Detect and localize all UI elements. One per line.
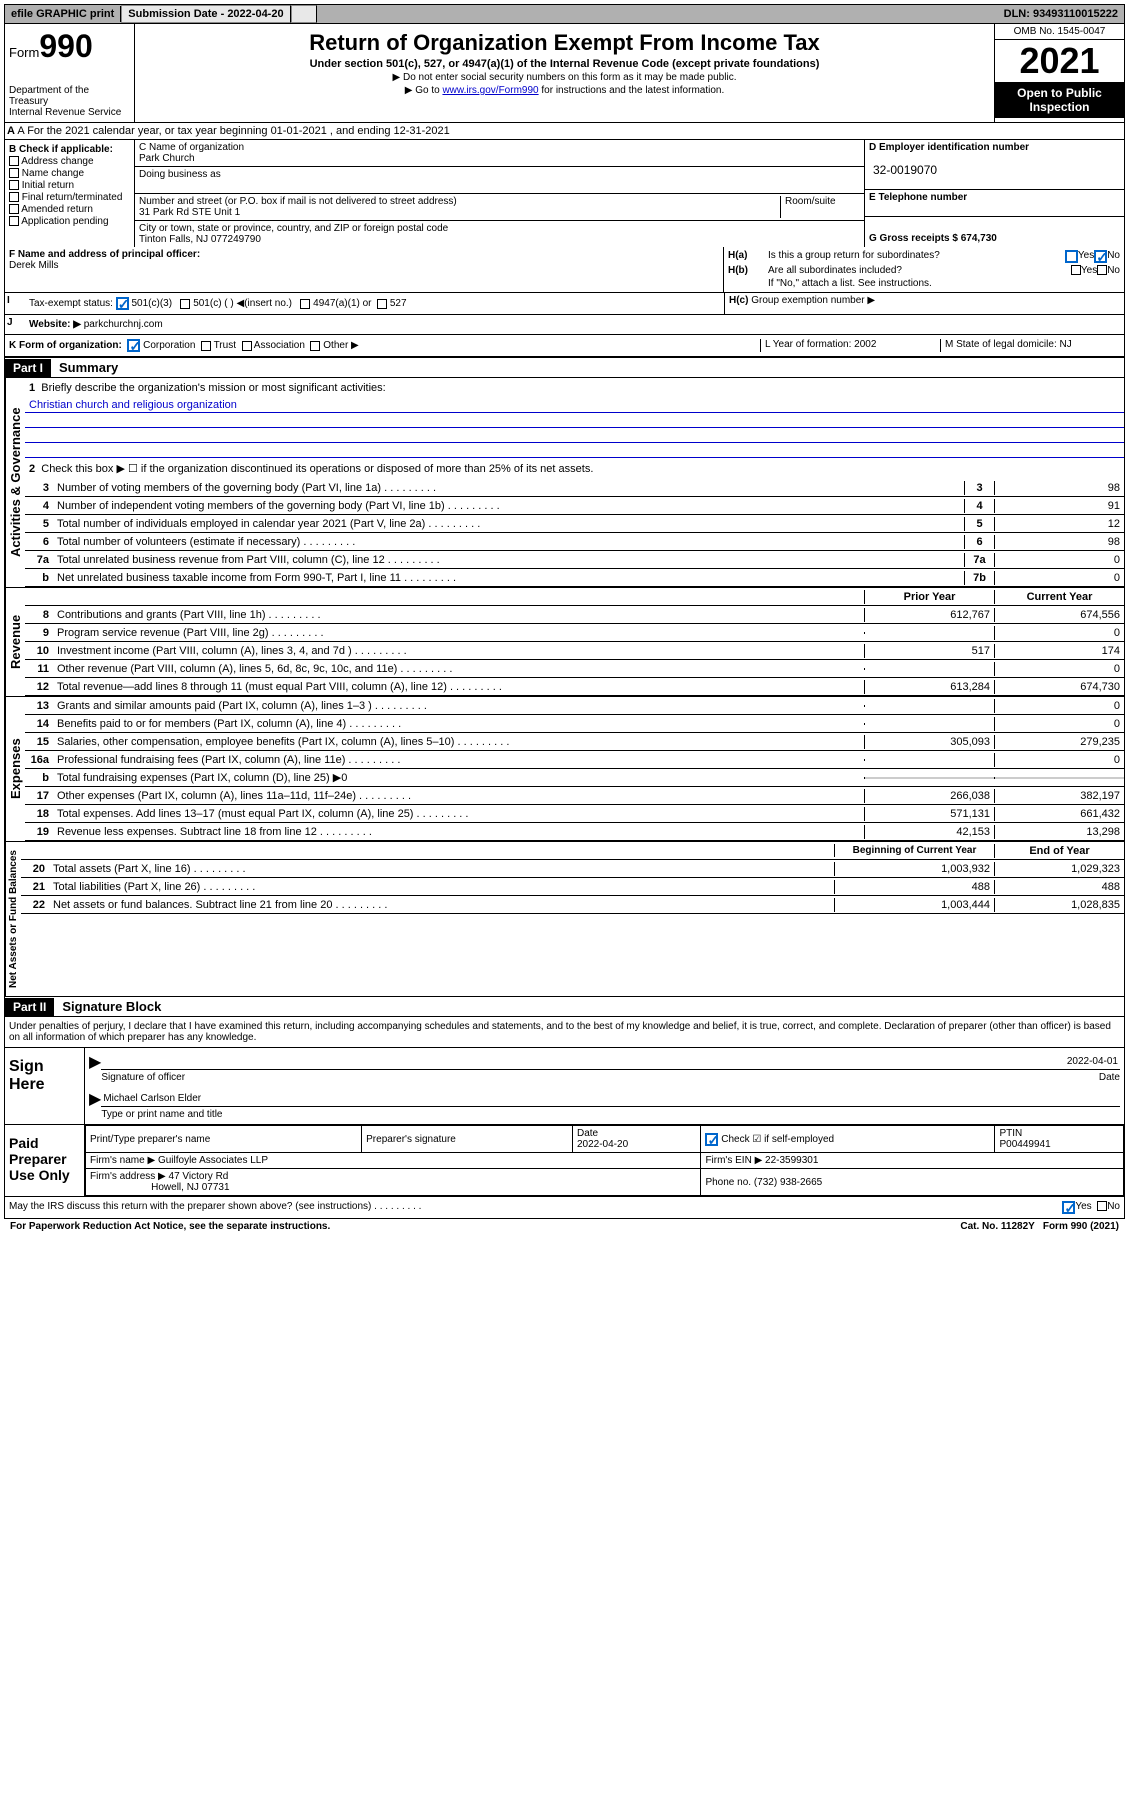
officer-name: Derek Mills — [9, 260, 58, 271]
line-21: 21Total liabilities (Part X, line 26)488… — [21, 878, 1124, 896]
subtitle: Under section 501(c), 527, or 4947(a)(1)… — [141, 58, 988, 70]
col-c: C Name of organization Park Church Doing… — [135, 140, 864, 247]
chk-527[interactable] — [377, 299, 387, 309]
row-i: I Tax-exempt status: 501(c)(3) 501(c) ( … — [4, 293, 1125, 315]
org-name-cell: C Name of organization Park Church — [135, 140, 864, 167]
col-d: D Employer identification number 32-0019… — [864, 140, 1124, 247]
line-7a: 7aTotal unrelated business revenue from … — [25, 551, 1124, 569]
form-id-box: Form990 Department of the Treasury Inter… — [5, 24, 135, 122]
line-22: 22Net assets or fund balances. Subtract … — [21, 896, 1124, 914]
line-10: 10Investment income (Part VIII, column (… — [25, 642, 1124, 660]
line-9: 9Program service revenue (Part VIII, lin… — [25, 624, 1124, 642]
row-fh: F Name and address of principal officer:… — [4, 247, 1125, 293]
year-formation: L Year of formation: 2002 — [760, 339, 940, 352]
chk-assoc[interactable] — [242, 341, 252, 351]
hc-row: H(c) Group exemption number ▶ — [724, 293, 1124, 314]
chk-amended[interactable]: Amended return — [9, 204, 130, 215]
part1-gov: Activities & Governance 1 Briefly descri… — [4, 378, 1125, 588]
tax-year: 2021 — [995, 40, 1124, 82]
col-b: B Check if applicable: Address change Na… — [5, 140, 135, 247]
addr-cell: Number and street (or P.O. box if mail i… — [135, 194, 864, 221]
line-b: bTotal fundraising expenses (Part IX, co… — [25, 769, 1124, 787]
header: Form990 Department of the Treasury Inter… — [4, 24, 1125, 123]
top-bar: efile GRAPHIC print Submission Date - 20… — [4, 4, 1125, 24]
line-15: 15Salaries, other compensation, employee… — [25, 733, 1124, 751]
chk-pending[interactable]: Application pending — [9, 216, 130, 227]
title-box: Return of Organization Exempt From Incom… — [135, 24, 994, 122]
ein-cell: D Employer identification number 32-0019… — [865, 140, 1124, 190]
blank-button[interactable] — [291, 5, 317, 23]
chk-initial[interactable]: Initial return — [9, 180, 130, 191]
irs-link[interactable]: www.irs.gov/Form990 — [442, 85, 538, 96]
part2-header: Part IISignature Block — [4, 997, 1125, 1017]
form-990-page: efile GRAPHIC print Submission Date - 20… — [0, 0, 1129, 1238]
dept-label: Department of the Treasury Internal Reve… — [9, 85, 130, 118]
year-box: OMB No. 1545-0047 2021 Open to Public In… — [994, 24, 1124, 122]
h-section: H(a)Is this a group return for subordina… — [724, 247, 1124, 292]
part1-exp: Expenses 13Grants and similar amounts pa… — [4, 697, 1125, 842]
part1-net: Net Assets or Fund Balances Beginning of… — [4, 842, 1125, 997]
omb-label: OMB No. 1545-0047 — [995, 24, 1124, 40]
line-4: 4Number of independent voting members of… — [25, 497, 1124, 515]
line-18: 18Total expenses. Add lines 13–17 (must … — [25, 805, 1124, 823]
line-12: 12Total revenue—add lines 8 through 11 (… — [25, 678, 1124, 696]
row-a: A A For the 2021 calendar year, or tax y… — [4, 123, 1125, 140]
chk-addr-change[interactable]: Address change — [9, 156, 130, 167]
main-title: Return of Organization Exempt From Incom… — [141, 30, 988, 56]
line-13: 13Grants and similar amounts paid (Part … — [25, 697, 1124, 715]
chk-other[interactable] — [310, 341, 320, 351]
note-2: ▶ Go to www.irs.gov/Form990 for instruct… — [141, 85, 988, 96]
org-name: Park Church — [139, 153, 860, 164]
line-16a: 16aProfessional fundraising fees (Part I… — [25, 751, 1124, 769]
part1-header: Part ISummary — [4, 357, 1125, 378]
domicile: M State of legal domicile: NJ — [940, 339, 1120, 352]
website: parkchurchnj.com — [84, 319, 163, 330]
mission: Christian church and religious organizat… — [25, 398, 1124, 413]
dba-cell: Doing business as — [135, 167, 864, 194]
line-6: 6Total number of volunteers (estimate if… — [25, 533, 1124, 551]
chk-501c3[interactable] — [116, 297, 129, 310]
line-14: 14Benefits paid to or for members (Part … — [25, 715, 1124, 733]
chk-trust[interactable] — [201, 341, 211, 351]
note-1: ▶ Do not enter social security numbers o… — [141, 72, 988, 83]
receipts-cell: G Gross receipts $ 674,730 — [865, 217, 1124, 246]
submission-date-button[interactable]: Submission Date - 2022-04-20 — [121, 5, 290, 23]
penalty-text: Under penalties of perjury, I declare th… — [5, 1017, 1124, 1047]
line-3: 3Number of voting members of the governi… — [25, 479, 1124, 497]
city-cell: City or town, state or province, country… — [135, 221, 864, 247]
line-5: 5Total number of individuals employed in… — [25, 515, 1124, 533]
chk-final[interactable]: Final return/terminated — [9, 192, 130, 203]
chk-corp[interactable] — [127, 339, 140, 352]
chk-name-change[interactable]: Name change — [9, 168, 130, 179]
chk-4947[interactable] — [300, 299, 310, 309]
phone-cell: E Telephone number — [865, 190, 1124, 217]
line-17: 17Other expenses (Part IX, column (A), l… — [25, 787, 1124, 805]
line-b: bNet unrelated business taxable income f… — [25, 569, 1124, 587]
efile-label: efile GRAPHIC print — [5, 6, 121, 22]
line-8: 8Contributions and grants (Part VIII, li… — [25, 606, 1124, 624]
line-11: 11Other revenue (Part VIII, column (A), … — [25, 660, 1124, 678]
street-addr: 31 Park Rd STE Unit 1 — [139, 207, 780, 218]
may-irs-row: May the IRS discuss this return with the… — [5, 1196, 1124, 1218]
ein-value: 32-0019070 — [869, 153, 1120, 187]
city-state-zip: Tinton Falls, NJ 077249790 — [139, 234, 860, 245]
form-number: 990 — [39, 28, 92, 64]
inspection-label: Open to Public Inspection — [995, 82, 1124, 118]
line-20: 20Total assets (Part X, line 16)1,003,93… — [21, 860, 1124, 878]
dln-label: DLN: 93493110015222 — [998, 6, 1124, 22]
preparer-table: Print/Type preparer's namePreparer's sig… — [85, 1125, 1124, 1196]
footer: For Paperwork Reduction Act Notice, see … — [4, 1219, 1125, 1234]
part1-rev: Revenue Prior YearCurrent Year 8Contribu… — [4, 588, 1125, 697]
row-j: J Website: ▶ parkchurchnj.com — [4, 315, 1125, 335]
chk-501c[interactable] — [180, 299, 190, 309]
section-bcde: B Check if applicable: Address change Na… — [4, 140, 1125, 247]
principal-officer: F Name and address of principal officer:… — [5, 247, 724, 292]
signature-block: Under penalties of perjury, I declare th… — [4, 1017, 1125, 1219]
form-prefix: Form — [9, 45, 39, 60]
row-k: K Form of organization: Corporation Trus… — [4, 335, 1125, 357]
line-19: 19Revenue less expenses. Subtract line 1… — [25, 823, 1124, 841]
